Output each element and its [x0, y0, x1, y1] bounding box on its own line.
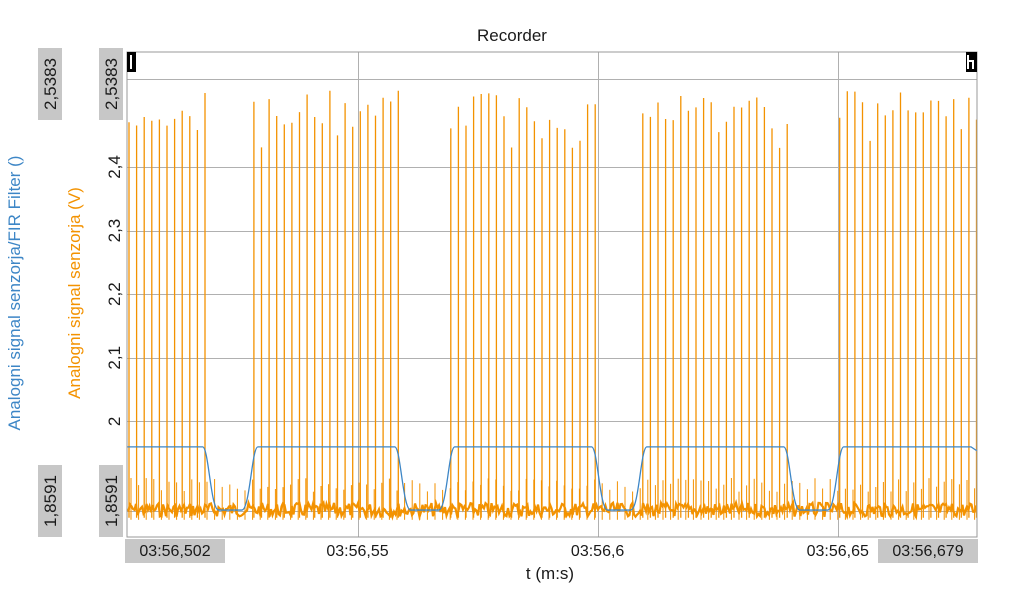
- x-tick-label: 03:56,65: [807, 543, 869, 560]
- y-tick-label: 2,2: [105, 282, 124, 306]
- series-voltage-line: [126, 90, 978, 522]
- x-range-min-label: 03:56,502: [139, 543, 210, 560]
- x-tick-label: 03:56,6: [571, 543, 624, 560]
- x-range-min-bg: [125, 539, 225, 563]
- x-axis-label: t (m:s): [525, 564, 575, 583]
- y-range-max-label-outer-bg: [38, 48, 62, 120]
- y-tick-label: 2,4: [105, 155, 124, 179]
- x-range-max-bg: [878, 539, 978, 563]
- y-range-max-label-inner-bg: [99, 48, 123, 120]
- chart-title: Recorder: [477, 26, 547, 45]
- plot-area-frame: [126, 51, 978, 538]
- y-tick-label: 2: [105, 417, 124, 426]
- y-range-max-label-outer: 2,5383: [41, 58, 60, 110]
- x-tick-label: 03:56,55: [326, 543, 388, 560]
- left-cursor-marker-glyph: [130, 55, 132, 69]
- series-filter-path: [127, 446, 978, 511]
- y-range-max-label-inner: 2,5383: [102, 58, 121, 110]
- y-range-min-label-inner: 1,8591: [102, 475, 121, 527]
- y-range-min-label-inner-bg: [99, 465, 123, 537]
- right-cursor-marker-glyph: [967, 55, 974, 69]
- y-tick-label: 2,3: [105, 219, 124, 243]
- x-range-max-label: 03:56,679: [892, 543, 963, 560]
- series-filter-line: [127, 446, 978, 511]
- y-range-min-label-outer: 1,8591: [41, 475, 60, 527]
- y-range-min-label-outer-bg: [38, 465, 62, 537]
- y-tick-label: 2,1: [105, 346, 124, 370]
